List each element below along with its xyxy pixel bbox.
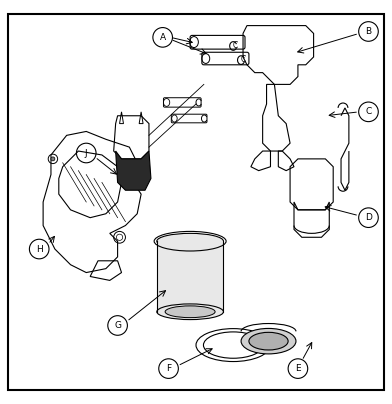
Text: B: B (365, 27, 372, 36)
Ellipse shape (249, 332, 288, 350)
Text: H: H (36, 244, 43, 254)
Text: G: G (114, 321, 121, 330)
Ellipse shape (157, 304, 223, 320)
Text: J: J (85, 149, 87, 158)
Ellipse shape (241, 328, 296, 354)
Polygon shape (116, 151, 151, 190)
Text: C: C (232, 41, 238, 50)
Text: C: C (365, 107, 372, 116)
Ellipse shape (157, 234, 223, 249)
Text: F: F (166, 364, 171, 373)
Circle shape (51, 157, 55, 161)
Text: D: D (365, 213, 372, 222)
Text: E: E (295, 364, 301, 373)
Bar (157, 241, 223, 312)
Text: C: C (240, 55, 246, 64)
Ellipse shape (165, 306, 215, 318)
Text: A: A (160, 33, 166, 42)
